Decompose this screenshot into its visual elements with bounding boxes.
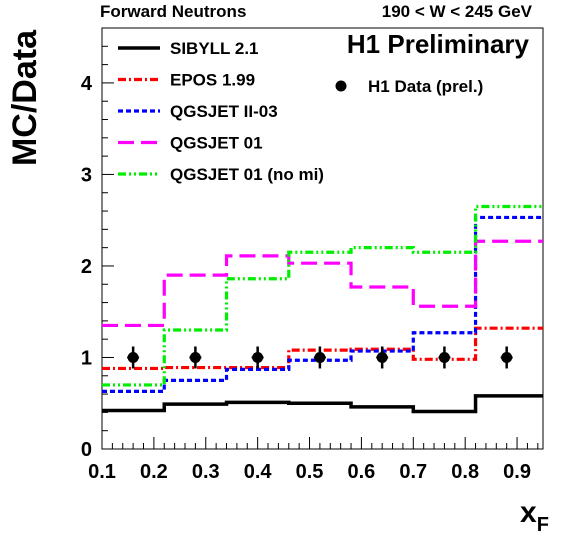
data-point [501,351,513,363]
x-tick-label: 0.9 [503,461,531,483]
x-axis-label-main: x [520,496,537,529]
y-axis-label: MC/Data [6,29,44,166]
legend-label-3: QGSJET 01 [170,134,263,153]
x-tick-label: 0.1 [88,461,116,483]
legend-label-4: QGSJET 01 (no mi) [170,165,324,184]
data-point [252,351,264,363]
chart-title: H1 Preliminary [347,29,530,59]
legend-label-1: EPOS 1.99 [170,71,255,90]
data-point [127,351,139,363]
series-line-4 [102,204,543,387]
legend-label-2: QGSJET II-03 [170,102,278,121]
y-tick-label: 3 [81,164,92,186]
data-point [438,351,450,363]
data-points-layer [127,346,513,369]
x-tick-label: 0.5 [296,461,324,483]
x-axis-label: xF [520,496,549,536]
legend-data-marker [335,80,347,92]
x-tick-label: 0.8 [451,461,479,483]
series-layer [102,204,543,414]
x-tick-label: 0.7 [399,461,427,483]
legend: SIBYLL 2.1 EPOS 1.99 QGSJET II-03 QGSJET 01… [118,39,483,184]
x-tick-label: 0.4 [244,461,273,483]
y-tick-label: 2 [81,256,92,278]
x-tick-label: 0.6 [348,461,376,483]
legend-label-0: SIBYLL 2.1 [170,39,259,58]
header-left-label: Forward Neutrons [100,2,246,21]
y-tick-label: 0 [81,439,92,461]
data-point [314,351,326,363]
axes: 0.1 0.2 0.3 0.4 0.5 0.6 0.7 0.8 0.9 0 1 2 3 4 [81,45,539,483]
y-tick-label: 4 [81,73,93,95]
series-line-0 [102,394,543,414]
data-point [376,351,388,363]
series-line-3 [102,239,543,328]
x-axis-label-sub: F [537,514,549,536]
x-tick-label: 0.2 [140,461,168,483]
header-right-label: 190 < W < 245 GeV [382,2,533,21]
legend-data-label: H1 Data (prel.) [368,77,483,96]
data-point [189,351,201,363]
y-tick-label: 1 [81,347,92,369]
x-tick-label: 0.3 [192,461,220,483]
plot-frame [101,27,544,450]
